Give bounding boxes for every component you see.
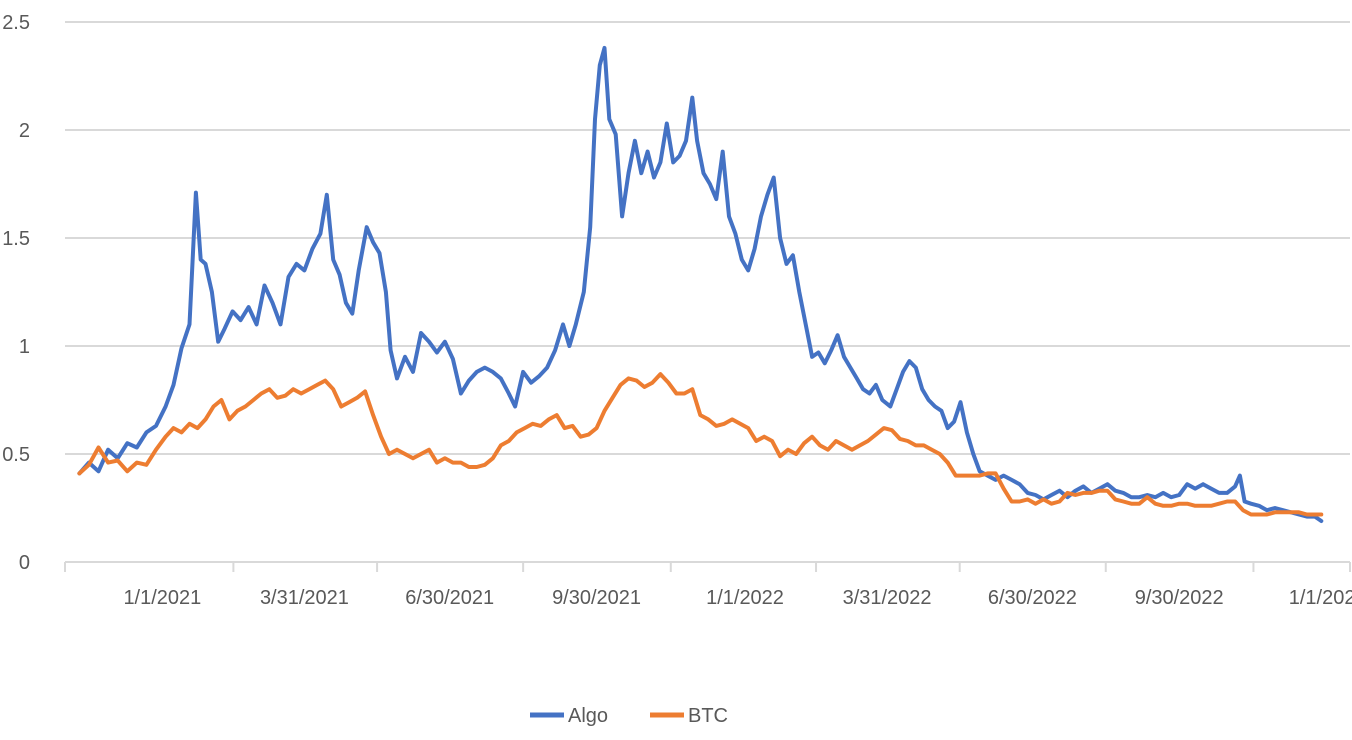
y-tick-label: 2: [19, 120, 30, 142]
legend-label-btc: BTC: [688, 705, 728, 727]
x-tick-label: 9/30/2021: [552, 587, 641, 609]
y-tick-label: 1.5: [2, 228, 30, 250]
x-tick-label: 1/1/2022: [706, 587, 784, 609]
gridlines: [65, 21, 1350, 455]
y-tick-label: 0.5: [2, 444, 30, 466]
x-tick-label: 1/1/2023: [1289, 587, 1352, 609]
legend: Algo BTC: [530, 705, 728, 727]
y-tick-label: 2.5: [2, 12, 30, 34]
x-axis-ticks: 1/1/2021 3/31/2021 6/30/2021 9/30/2021 1/1/2…: [64, 562, 1352, 609]
x-tick-label: 6/30/2021: [405, 587, 494, 609]
y-tick-label: 0: [19, 552, 30, 574]
series-line-algo: [77, 45, 1324, 523]
x-tick-label: 9/30/2022: [1135, 587, 1224, 609]
x-tick-label: 3/31/2021: [260, 587, 349, 609]
x-tick-label: 6/30/2022: [988, 587, 1077, 609]
x-tick-label: 3/31/2022: [843, 587, 932, 609]
y-axis-ticks: 0 0.5 1 1.5 2 2.5: [2, 12, 30, 574]
y-tick-label: 1: [19, 336, 30, 358]
series-lines: [77, 45, 1324, 523]
legend-label-algo: Algo: [568, 705, 608, 727]
series-line-btc: [77, 372, 1324, 517]
x-tick-label: 1/1/2021: [123, 587, 201, 609]
